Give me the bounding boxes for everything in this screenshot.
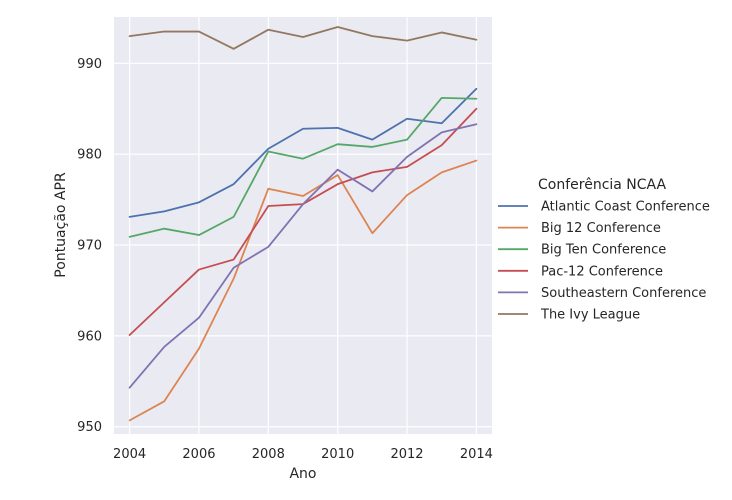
series-line xyxy=(128,159,478,422)
y-tick-label: 960 xyxy=(77,329,102,344)
legend-label: Big 12 Conference xyxy=(541,221,661,236)
legend-label: Atlantic Coast Conference xyxy=(541,200,710,215)
y-tick-label: 990 xyxy=(77,57,102,72)
legend-title: Conferência NCAA xyxy=(538,177,667,193)
legend-label: Southeastern Conference xyxy=(541,286,706,301)
y-axis-ticks: 950 960 970 980 990 xyxy=(77,57,102,435)
x-tick-label: 2014 xyxy=(460,447,493,462)
y-tick-label: 980 xyxy=(77,148,102,163)
grid xyxy=(114,17,492,434)
series-line xyxy=(128,123,478,389)
x-axis-title: Ano xyxy=(289,466,316,482)
legend-label: Big Ten Conference xyxy=(541,243,666,258)
legend: Conferência NCAA Atlantic Coast Conferen… xyxy=(498,177,710,323)
y-axis-title: Pontuação APR xyxy=(53,172,69,278)
x-axis-ticks: 2004 2006 2008 2010 2012 2014 xyxy=(113,447,493,462)
series-lines xyxy=(128,26,478,422)
x-tick-label: 2008 xyxy=(252,447,285,462)
legend-label: The Ivy League xyxy=(540,308,640,323)
y-tick-label: 950 xyxy=(77,420,102,435)
x-tick-label: 2004 xyxy=(113,447,146,462)
series-line xyxy=(128,26,478,50)
series-line xyxy=(128,87,478,218)
legend-label: Pac-12 Conference xyxy=(541,264,663,279)
plot-background xyxy=(114,17,492,434)
y-tick-label: 970 xyxy=(77,239,102,254)
x-tick-label: 2012 xyxy=(390,447,423,462)
x-tick-label: 2006 xyxy=(182,447,215,462)
x-tick-label: 2010 xyxy=(321,447,354,462)
series-line xyxy=(128,96,478,238)
